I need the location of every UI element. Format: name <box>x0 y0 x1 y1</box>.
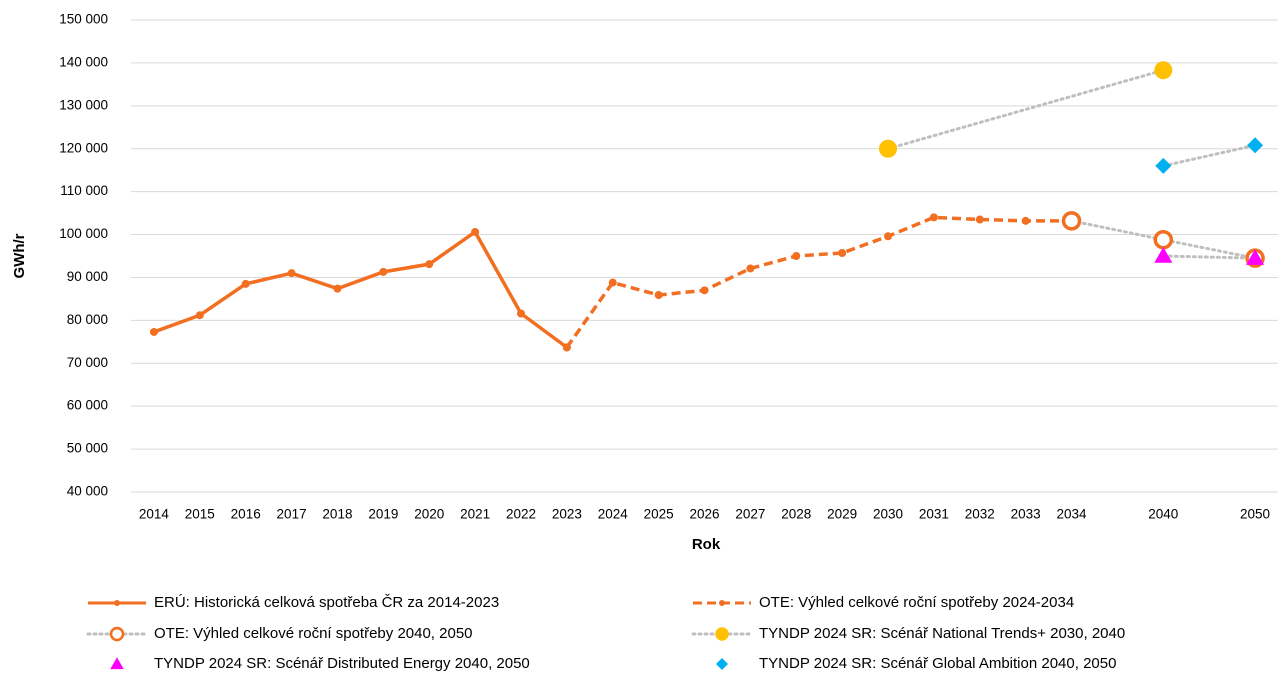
marker <box>1153 229 1174 250</box>
series-line <box>886 68 1165 151</box>
marker <box>333 284 342 293</box>
marker <box>241 279 250 288</box>
y-tick-label: 80 000 <box>67 312 108 327</box>
marker <box>1155 157 1172 174</box>
marker <box>1246 249 1265 265</box>
marker <box>1061 211 1082 231</box>
marker <box>879 139 898 158</box>
series-line <box>1070 219 1257 260</box>
marker <box>715 627 729 641</box>
series-line <box>1161 254 1257 260</box>
y-tick-label: 120 000 <box>59 140 108 155</box>
marker <box>114 600 120 606</box>
marker <box>562 343 571 352</box>
series-line <box>153 229 568 349</box>
marker <box>929 213 938 222</box>
marker <box>719 600 725 606</box>
x-tick-label: 2040 <box>1148 507 1178 522</box>
series-line <box>565 215 1072 349</box>
legend-label: OTE: Výhled celkové roční spotřeby 2040,… <box>154 625 473 642</box>
legend-label: TYNDP 2024 SR: Scénář Distributed Energy… <box>154 655 530 672</box>
x-tick-label: 2034 <box>1057 507 1088 522</box>
x-tick-label: 2026 <box>689 507 719 522</box>
x-tick-label: 2030 <box>873 507 903 522</box>
y-tick-label: 90 000 <box>67 269 108 284</box>
x-tick-label: 2033 <box>1011 507 1041 522</box>
x-tick-label: 2027 <box>735 507 765 522</box>
marker <box>716 658 728 670</box>
marker <box>110 657 124 670</box>
y-tick-label: 150 000 <box>59 12 108 27</box>
marker <box>792 252 801 260</box>
marker <box>1154 61 1173 80</box>
x-tick-label: 2029 <box>827 507 857 522</box>
marker <box>195 311 204 320</box>
legend-item: TYNDP 2024 SR: Scénář Global Ambition 20… <box>716 655 1116 672</box>
y-tick-label: 130 000 <box>59 97 108 112</box>
x-tick-label: 2025 <box>644 507 674 522</box>
x-tick-label: 2018 <box>322 507 352 522</box>
legend-label: OTE: Výhled celkové roční spotřeby 2024-… <box>759 594 1074 611</box>
x-tick-label: 2021 <box>460 507 490 522</box>
x-tick-label: 2023 <box>552 507 582 522</box>
marker <box>884 232 893 241</box>
y-tick-label: 110 000 <box>60 183 108 198</box>
y-tick-label: 40 000 <box>67 484 108 499</box>
marker <box>975 215 984 224</box>
y-tick-label: 50 000 <box>67 441 108 456</box>
x-axis-title: Rok <box>692 536 721 553</box>
legend-label: ERÚ: Historická celková spotřeba ČR za 2… <box>154 594 499 611</box>
x-tick-label: 2019 <box>368 507 398 522</box>
legend-item: OTE: Výhled celkové roční spotřeby 2040,… <box>86 625 473 642</box>
marker <box>516 309 525 318</box>
marker <box>471 227 480 236</box>
marker <box>149 327 158 336</box>
legend-item: TYNDP 2024 SR: Scénář Distributed Energy… <box>110 655 530 672</box>
x-tick-label: 2014 <box>139 507 170 522</box>
series-line <box>1161 143 1257 168</box>
marker <box>1154 247 1173 263</box>
x-tick-label: 2028 <box>781 507 811 522</box>
x-tick-label: 2020 <box>414 507 444 522</box>
marker <box>109 626 125 642</box>
legend-item: OTE: Výhled celkové roční spotřeby 2024-… <box>693 594 1074 611</box>
legend-label: TYNDP 2024 SR: Scénář Global Ambition 20… <box>759 655 1116 672</box>
x-tick-label: 2032 <box>965 507 995 522</box>
x-tick-label: 2024 <box>598 507 629 522</box>
x-tick-label: 2031 <box>919 507 949 522</box>
x-tick-label: 2017 <box>277 507 307 522</box>
x-tick-label: 2015 <box>185 507 215 522</box>
marker <box>838 248 847 257</box>
marker <box>746 264 755 273</box>
y-tick-label: 140 000 <box>59 54 108 69</box>
y-tick-label: 100 000 <box>59 226 108 241</box>
marker <box>379 267 388 276</box>
y-tick-label: 60 000 <box>67 398 108 413</box>
marker <box>1021 216 1030 225</box>
legend-label: TYNDP 2024 SR: Scénář National Trends+ 2… <box>759 625 1125 642</box>
marker <box>608 278 617 287</box>
y-tick-label: 70 000 <box>67 355 108 370</box>
marker <box>700 286 709 295</box>
marker <box>425 260 434 269</box>
x-tick-label: 2016 <box>231 507 261 522</box>
marker <box>287 269 296 278</box>
x-tick-label: 2050 <box>1240 507 1270 522</box>
x-tick-label: 2022 <box>506 507 536 522</box>
marker <box>1247 137 1264 154</box>
y-axis-title: GWh/r <box>11 233 28 278</box>
legend-item: TYNDP 2024 SR: Scénář National Trends+ 2… <box>691 625 1125 642</box>
marker <box>654 291 663 300</box>
legend-item: ERÚ: Historická celková spotřeba ČR za 2… <box>88 594 499 611</box>
